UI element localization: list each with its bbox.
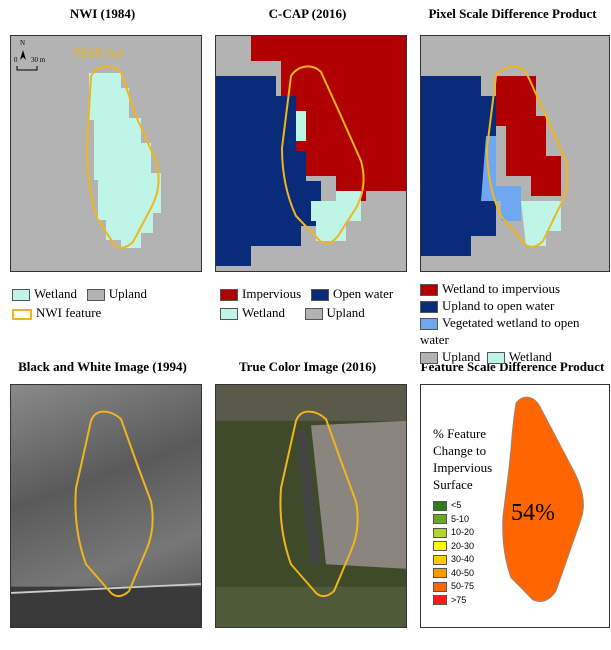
wetland-to-impervious-area bbox=[496, 76, 561, 196]
legend-upland-to-water: Upland to open water bbox=[420, 297, 611, 314]
class-label: 5-10 bbox=[451, 513, 470, 524]
title-true-color: True Color Image (2016) bbox=[238, 359, 377, 374]
class-swatch bbox=[433, 541, 447, 552]
feature-code-label: PEM1Ad bbox=[73, 45, 123, 60]
title-pixel-diff: Pixel Scale Difference Product bbox=[428, 6, 597, 21]
class-swatch bbox=[433, 527, 447, 538]
nwi-map-svg bbox=[16, 50, 161, 249]
class-label: 10-20 bbox=[451, 527, 475, 537]
class-swatch bbox=[433, 581, 447, 592]
remaining-wetland-area bbox=[521, 201, 561, 246]
scale-label: 30 m bbox=[31, 56, 46, 64]
legend-class: 5-10 bbox=[433, 513, 474, 527]
legend-upland: Upland bbox=[304, 305, 365, 321]
class-swatch bbox=[433, 568, 447, 579]
class-swatch bbox=[433, 514, 447, 525]
class-label: >75 bbox=[451, 594, 467, 605]
title-nwi: NWI (1984) bbox=[69, 6, 136, 21]
legend-upland: Upland bbox=[86, 286, 147, 302]
class-label: 40-50 bbox=[451, 567, 475, 578]
class-label: <5 bbox=[451, 500, 462, 510]
feature-diff-svg bbox=[502, 396, 584, 602]
nwi-feature-outline bbox=[485, 65, 569, 248]
legend-wetland-to-impervious: Wetland to impervious bbox=[420, 280, 611, 297]
trees-strip bbox=[216, 586, 406, 627]
title-feature-diff: Feature Scale Difference Product bbox=[420, 359, 605, 374]
nwi-map: N 0 30 m PEM1Ad bbox=[10, 35, 202, 272]
legend-class: 10-20 bbox=[433, 526, 474, 540]
legend-impervious: Impervious bbox=[220, 286, 301, 302]
legend-class: >75 bbox=[433, 594, 474, 608]
nwi-feature-outline bbox=[279, 410, 359, 597]
north-arrow-icon bbox=[20, 50, 26, 60]
pixel-diff-legend: Wetland to impervious Upland to open wat… bbox=[420, 280, 611, 365]
nwi-legend: Wetland Upland NWI feature bbox=[12, 284, 147, 322]
class-label: 20-30 bbox=[451, 540, 475, 551]
upland-to-water-area bbox=[421, 76, 496, 256]
ccap-map bbox=[215, 35, 407, 272]
legend-vegetated-to-water: Vegetated wetland to open water bbox=[420, 315, 580, 347]
class-swatch bbox=[433, 500, 447, 511]
legend-class: 20-30 bbox=[433, 540, 474, 554]
parking-area bbox=[216, 385, 406, 421]
bw-image-svg bbox=[11, 410, 201, 627]
ccap-wetland-patch bbox=[296, 111, 306, 141]
bw-aerial-image bbox=[10, 384, 202, 628]
feature-diff-map: 54% % Feature Change to Impervious Surfa… bbox=[420, 384, 610, 628]
legend-class: 50-75 bbox=[433, 580, 474, 594]
scale-zero: 0 bbox=[14, 56, 18, 64]
true-color-svg bbox=[216, 385, 406, 627]
ccap-wetland-area bbox=[311, 191, 361, 241]
building-roof bbox=[311, 420, 406, 569]
legend-class: <5 bbox=[433, 499, 474, 513]
legend-class: 30-40 bbox=[433, 553, 474, 567]
title-ccap: C-CAP (2016) bbox=[268, 6, 347, 21]
class-label: 50-75 bbox=[451, 581, 475, 591]
legend-wetland: Wetland bbox=[12, 286, 77, 302]
nwi-feature-outline bbox=[280, 65, 365, 245]
legend-class: 40-50 bbox=[433, 567, 474, 581]
class-swatch bbox=[433, 595, 447, 606]
vegetated-wetland-to-water-area bbox=[481, 136, 521, 221]
legend-wetland: Wetland bbox=[220, 305, 285, 321]
nwi-feature-outline bbox=[85, 65, 160, 249]
class-label: 30-40 bbox=[451, 554, 475, 564]
nwi-feature-outline bbox=[74, 410, 154, 597]
scale-bar bbox=[16, 66, 38, 71]
true-color-aerial-image bbox=[215, 384, 407, 628]
title-bw-image: Black and White Image (1994) bbox=[18, 359, 187, 374]
class-swatch bbox=[433, 554, 447, 565]
pixel-diff-svg bbox=[421, 65, 569, 256]
feature-legend: <5 5-10 10-20 20-30 30-40 40-50 50-75 >75 bbox=[433, 499, 474, 607]
impervious-area bbox=[251, 36, 406, 201]
building-edge bbox=[296, 429, 321, 565]
feature-legend-title: % Feature Change to Impervious Surface bbox=[433, 426, 493, 492]
legend-upland-wetland: Upland Wetland bbox=[420, 348, 611, 365]
legend-nwi-feature: NWI feature bbox=[12, 305, 101, 320]
legend-open-water: Open water bbox=[310, 286, 393, 302]
north-label: N bbox=[20, 39, 26, 47]
feature-change-value: 54% bbox=[511, 500, 555, 526]
wetland-area bbox=[89, 73, 161, 248]
pixel-diff-map bbox=[420, 35, 610, 272]
road-strip bbox=[11, 586, 201, 627]
ccap-map-svg bbox=[216, 36, 406, 266]
ccap-legend: Impervious Open water Wetland Upland bbox=[220, 284, 410, 322]
open-water-area bbox=[216, 76, 321, 266]
feature-polygon bbox=[502, 396, 584, 602]
